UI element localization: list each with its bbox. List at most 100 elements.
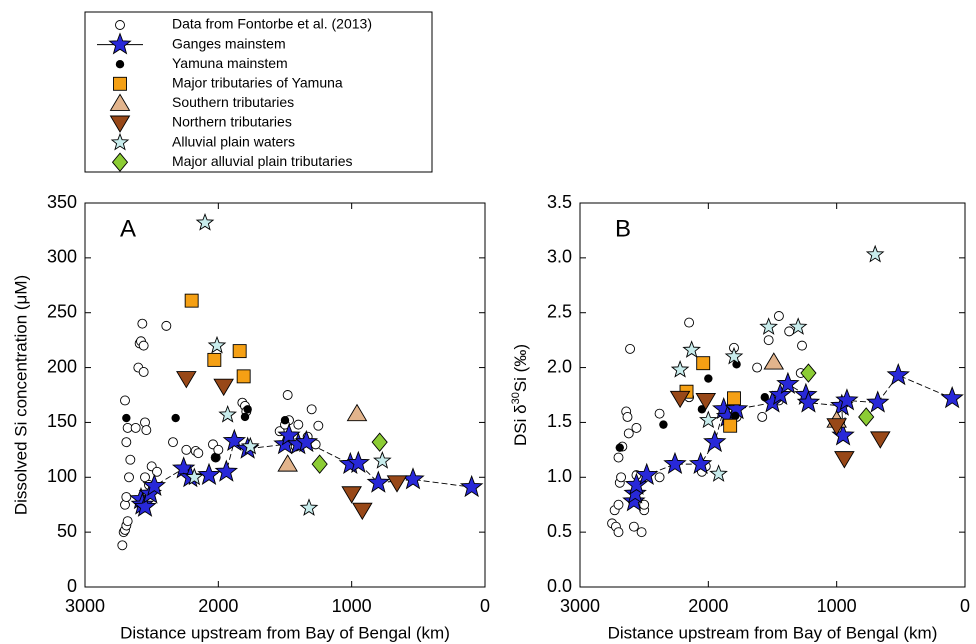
point	[940, 386, 964, 409]
point	[141, 425, 152, 436]
point	[866, 390, 890, 413]
legend-label: Yamuna mainstem	[172, 55, 288, 71]
point	[613, 527, 624, 538]
point	[613, 452, 624, 463]
point	[214, 459, 239, 482]
point	[797, 340, 807, 351]
legend-marker	[110, 132, 130, 151]
point	[138, 367, 149, 377]
x-tick-label: 0	[960, 596, 970, 616]
legend-marker	[109, 93, 131, 111]
x-tick-label: 0	[480, 596, 490, 616]
point	[835, 388, 859, 411]
point	[625, 343, 635, 354]
point	[140, 472, 150, 483]
point	[654, 472, 665, 483]
point	[669, 390, 691, 409]
point	[723, 418, 738, 433]
point	[800, 363, 817, 383]
y-tick-label: 300	[47, 247, 77, 267]
point	[138, 340, 149, 351]
point	[628, 521, 639, 532]
x-tick-label: 2000	[688, 596, 728, 616]
point	[760, 392, 769, 402]
point	[636, 527, 647, 538]
y-tick-label: 3.5	[547, 192, 572, 212]
point	[152, 466, 162, 477]
point	[709, 464, 728, 482]
point	[277, 423, 301, 446]
point	[211, 453, 220, 462]
point	[788, 317, 808, 335]
y-axis-label-part: 30	[510, 392, 522, 404]
y-tick-label: 1.5	[547, 411, 572, 431]
legend-label: Alluvial plain waters	[172, 133, 295, 149]
y-tick-label: 2.5	[547, 301, 572, 321]
y-axis-label: Dissolved Si concentration (μM)	[11, 275, 30, 515]
point	[232, 344, 247, 359]
point	[207, 335, 227, 354]
plot-frame	[84, 202, 486, 588]
point	[213, 444, 224, 455]
point	[306, 404, 317, 415]
legend-marker	[115, 20, 125, 30]
point	[654, 408, 665, 419]
point	[294, 429, 319, 453]
point	[197, 462, 221, 486]
y-tick-label: 0.0	[547, 576, 572, 596]
point	[401, 467, 425, 490]
point	[731, 411, 740, 421]
point	[371, 432, 388, 452]
point	[613, 499, 624, 510]
point	[757, 411, 768, 422]
point	[240, 412, 250, 422]
y-tick-label: 0.5	[547, 521, 572, 541]
legend-label: Data from Fontorbe et al. (2013)	[172, 16, 372, 32]
legend-label: Ganges mainstem	[172, 35, 286, 51]
point	[776, 371, 800, 394]
point	[193, 448, 204, 459]
point	[218, 404, 237, 423]
point	[236, 369, 251, 384]
point	[280, 416, 290, 425]
point	[184, 293, 199, 308]
legend-marker	[115, 59, 125, 69]
y-tick-label: 2.0	[547, 356, 572, 376]
point	[695, 393, 717, 411]
point	[130, 422, 141, 433]
point	[623, 428, 634, 439]
x-tick-label: 1000	[817, 596, 857, 616]
point	[122, 413, 131, 423]
x-axis-label: Distance upstream from Bay of Bengal (km…	[608, 623, 938, 642]
y-tick-label: 100	[47, 466, 77, 486]
y-axis-label-part: DSi δ	[511, 404, 530, 446]
point	[346, 403, 368, 422]
legend-marker	[108, 32, 132, 55]
point	[121, 492, 132, 502]
point	[161, 320, 172, 331]
panel-label: B	[615, 215, 631, 242]
point	[724, 346, 744, 365]
point	[459, 474, 484, 498]
point	[796, 390, 821, 413]
point	[181, 444, 192, 455]
point	[858, 407, 875, 427]
point	[773, 311, 784, 321]
y-tick-label: 250	[47, 301, 77, 321]
point	[886, 362, 910, 386]
y-tick-label: 1.0	[547, 466, 572, 486]
point	[659, 420, 668, 429]
panel-label: A	[120, 215, 136, 242]
x-tick-label: 3000	[65, 596, 105, 616]
point	[670, 359, 690, 378]
legend-marker	[109, 115, 131, 133]
point	[682, 340, 701, 358]
point	[684, 317, 695, 328]
point	[125, 454, 136, 465]
point	[826, 418, 847, 436]
point	[117, 540, 128, 551]
point	[834, 451, 855, 469]
point	[727, 391, 741, 406]
point	[313, 420, 324, 431]
